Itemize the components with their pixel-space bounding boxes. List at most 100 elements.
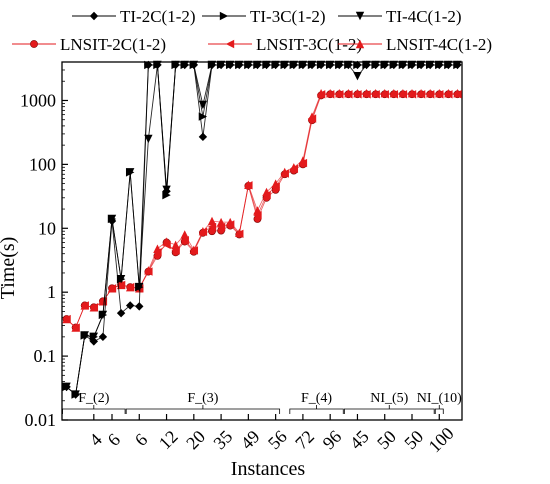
triangle-right-marker [144, 60, 153, 70]
triangle-up-marker [453, 88, 462, 98]
triangle-up-marker [89, 303, 99, 312]
triangle-up-marker [116, 280, 126, 290]
triangle-down-marker [135, 282, 144, 292]
y-tick-label: 10 [38, 218, 56, 238]
triangle-up-marker [398, 88, 408, 98]
triangle-down-marker [344, 60, 353, 70]
triangle-down-marker [225, 60, 235, 70]
triangle-down-marker [180, 60, 189, 70]
diamond-marker [198, 132, 208, 142]
y-tick-label: 100 [29, 154, 56, 174]
legend-item: TI-4C(1-2) [338, 7, 462, 26]
x-tick-label: 6 [104, 430, 125, 451]
triangle-down-marker [416, 60, 426, 70]
triangle-up-marker [316, 88, 326, 98]
triangle-down-marker [235, 60, 244, 70]
legend-label: TI-3C(1-2) [250, 7, 326, 26]
triangle-down-marker [207, 60, 217, 70]
x-tick-label: 49 [237, 426, 264, 453]
triangle-up-marker [435, 88, 444, 98]
x-tick-label: 6 [131, 430, 152, 451]
triangle-down-marker [371, 60, 380, 70]
triangle-up-marker [207, 216, 217, 226]
circle-marker [30, 40, 38, 48]
triangle-up-marker [262, 187, 271, 197]
legend-label: TI-4C(1-2) [386, 7, 462, 26]
series-line [66, 93, 458, 329]
triangle-up-marker [189, 245, 199, 255]
triangle-down-marker [353, 71, 362, 81]
series-line [66, 92, 458, 329]
triangle-up-marker [335, 88, 344, 98]
triangle-down-marker [362, 60, 371, 70]
y-tick-label: 1 [47, 282, 56, 302]
y-tick-label: 1000 [20, 90, 56, 110]
triangle-up-marker [362, 88, 371, 98]
triangle-up-marker [198, 227, 208, 236]
legend-item: TI-2C(1-2) [72, 7, 196, 26]
triangle-up-marker [107, 284, 117, 293]
series-lnsit-3c-1-2- [62, 90, 462, 332]
group-label: F_(3) [187, 391, 218, 406]
y-tick-label: 0.1 [34, 346, 57, 366]
group-bracket [125, 405, 281, 414]
triangle-down-marker [271, 60, 280, 70]
triangle-down-marker [107, 214, 117, 224]
triangle-up-marker [371, 88, 380, 98]
triangle-down-marker [162, 185, 171, 195]
x-tick-label: 100 [424, 423, 457, 456]
triangle-up-marker [144, 266, 153, 275]
triangle-up-marker [280, 167, 289, 177]
triangle-down-marker [280, 60, 289, 70]
triangle-down-marker [289, 60, 299, 70]
x-axis-title: Instances [231, 458, 306, 480]
series-ti-3c-1-2- [62, 60, 462, 399]
legend-label: LNSIT-4C(1-2) [386, 35, 492, 54]
legend-label: LNSIT-3C(1-2) [256, 35, 362, 54]
x-tick-label: 96 [319, 426, 346, 453]
triangle-down-marker [298, 60, 308, 70]
triangle-down-marker [453, 60, 462, 70]
triangle-down-marker [316, 60, 326, 70]
triangle-up-marker [425, 88, 435, 98]
group-label: F_(2) [78, 391, 109, 406]
x-tick-label: 50 [373, 426, 400, 453]
triangle-down-marker [262, 60, 271, 70]
legend-item: LNSIT-4C(1-2) [338, 35, 492, 54]
x-tick-label: 50 [400, 426, 427, 453]
x-tick-label: 12 [155, 426, 182, 453]
triangle-down-marker [398, 60, 408, 70]
triangle-up-marker [171, 240, 180, 250]
triangle-up-marker [80, 301, 89, 310]
triangle-right-marker [219, 11, 229, 21]
triangle-up-marker [416, 88, 426, 98]
series-line [66, 64, 458, 396]
triangle-right-marker [162, 190, 171, 200]
diamond-marker [89, 11, 99, 21]
triangle-up-marker [444, 88, 453, 98]
triangle-up-marker [355, 39, 365, 49]
legend: TI-2C(1-2) TI-3C(1-2) TI-4C(1-2) LNSIT-2C(1… [12, 7, 492, 54]
triangle-up-marker [298, 156, 308, 165]
diamond-marker [125, 301, 135, 310]
triangle-down-marker [425, 60, 435, 70]
triangle-up-marker [380, 88, 389, 98]
triangle-down-marker [325, 60, 335, 70]
series-ti-4c-1-2- [62, 60, 462, 399]
triangle-up-marker [98, 297, 108, 306]
triangle-up-marker [125, 282, 135, 292]
triangle-up-marker [244, 180, 253, 189]
series-ti-2c-1-2- [62, 60, 462, 399]
x-tick-label: 45 [346, 426, 373, 453]
triangle-up-marker [253, 206, 262, 215]
triangle-down-marker [144, 134, 153, 144]
triangle-down-marker [389, 60, 399, 70]
triangle-down-marker [407, 60, 417, 70]
series-lnsit-4c-1-2- [62, 88, 462, 332]
triangle-down-marker [62, 382, 71, 392]
series-line [66, 93, 458, 329]
triangle-down-marker [355, 11, 365, 21]
triangle-left-marker [225, 39, 235, 49]
triangle-up-marker [235, 228, 244, 237]
